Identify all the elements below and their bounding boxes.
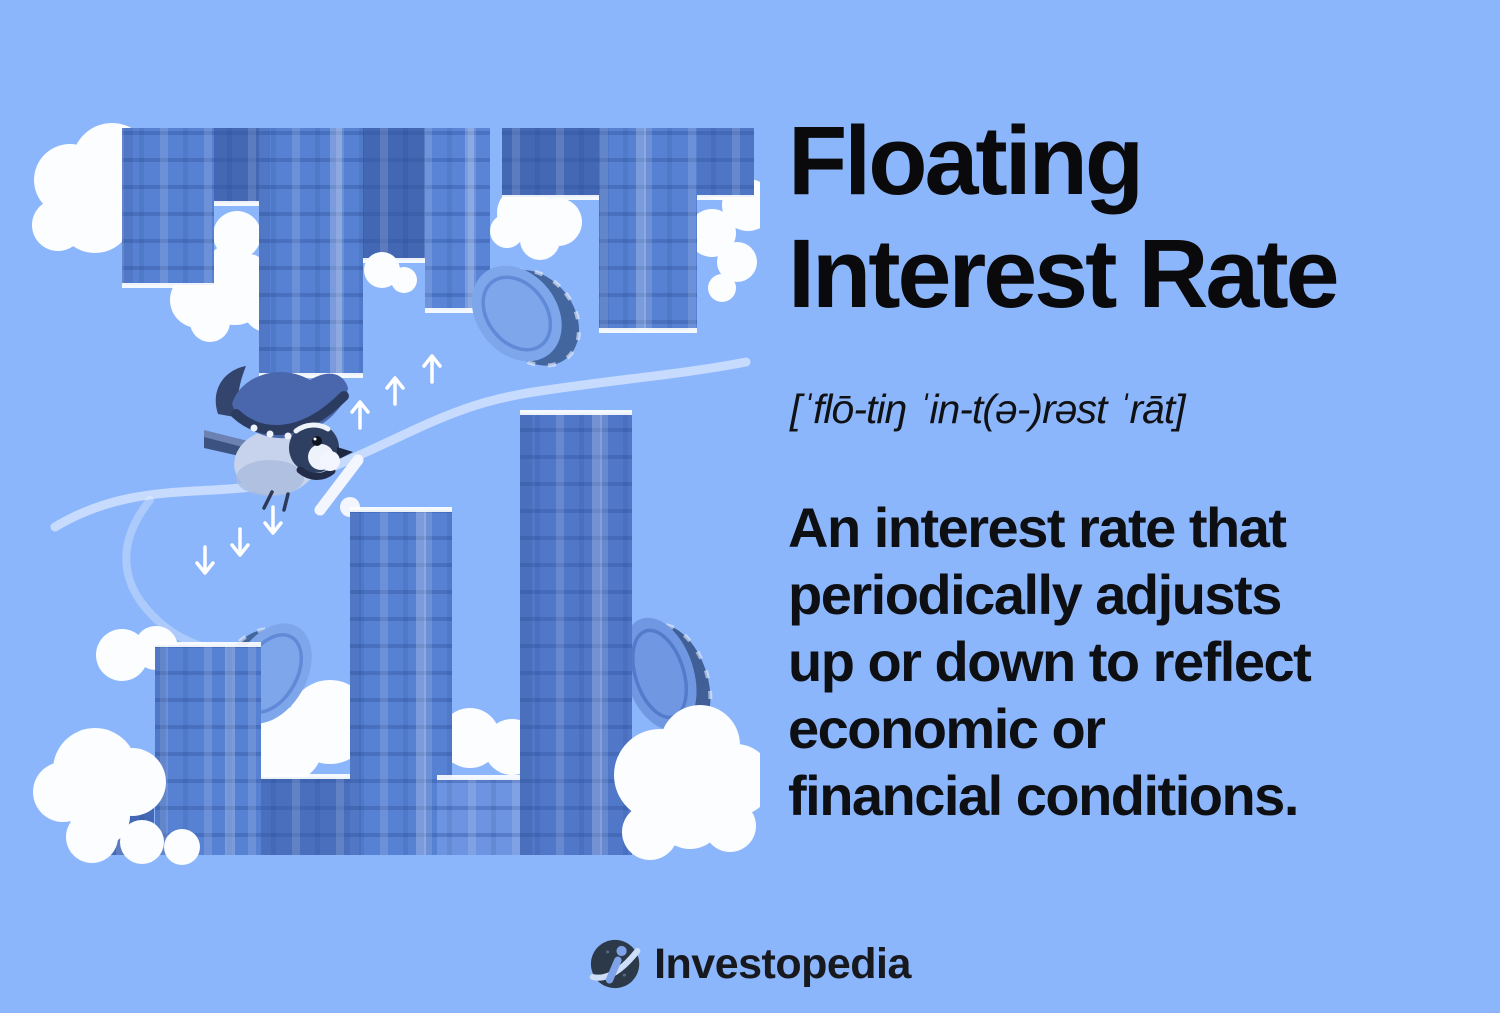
bar-chart-sky-illustration (32, 123, 760, 865)
definition-text: An interest rate that periodically adjus… (788, 494, 1488, 829)
down-arrows (195, 505, 283, 575)
page-title: Floating Interest Rate (788, 104, 1488, 330)
pronunciation: [ˈflō-tiŋ ˈin-t(ə-)rəst ˈrāt] (790, 386, 1186, 432)
cloud (614, 705, 760, 860)
hanging-bar-columns (122, 128, 754, 378)
title-line-1: Floating (788, 106, 1144, 215)
title-line-2: Interest Rate (788, 219, 1340, 328)
cloud (33, 728, 200, 865)
definition-line: economic or (788, 697, 1106, 760)
rising-bar-tallest (520, 410, 632, 855)
up-arrows (350, 354, 442, 430)
investopedia-logo: Investopedia (589, 936, 911, 992)
definition-line: An interest rate that (788, 496, 1287, 559)
definition-line: financial conditions. (788, 764, 1299, 827)
rising-bar-columns (88, 507, 541, 855)
coin (471, 265, 581, 368)
blue-jay-bird (204, 366, 353, 512)
definition-line: up or down to reflect (788, 630, 1312, 693)
logo-text: Investopedia (654, 939, 911, 988)
investopedia-i-icon (589, 939, 641, 989)
definition-line: periodically adjusts (788, 563, 1282, 626)
cloud (490, 185, 582, 260)
